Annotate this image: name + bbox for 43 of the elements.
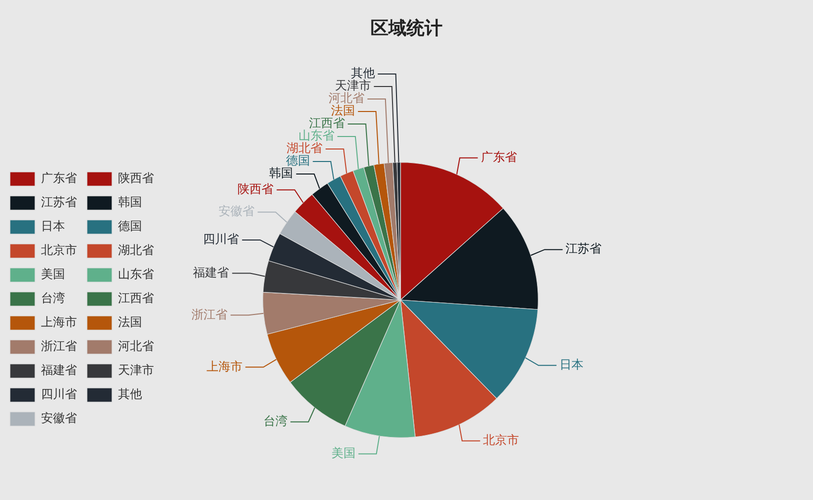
slice-label: 台湾 — [263, 414, 288, 428]
slice-label: 韩国 — [269, 166, 294, 180]
legend-label: 法国 — [118, 315, 142, 330]
legend-label: 江苏省 — [41, 195, 77, 210]
slice-label: 江西省 — [308, 116, 345, 130]
slice-label: 安徽省 — [218, 204, 255, 218]
slice-label: 德国 — [286, 154, 310, 168]
legend-label: 北京市 — [41, 243, 77, 258]
slice-label: 法国 — [330, 104, 355, 118]
slice-label: 北京市 — [483, 433, 520, 448]
legend-label: 美国 — [41, 267, 65, 282]
slice-label: 天津市 — [334, 78, 371, 93]
chart-title: 区域统计 — [370, 17, 442, 40]
slice-label: 广东省 — [480, 150, 517, 164]
legend-label: 德国 — [118, 219, 142, 234]
legend-label: 台湾 — [41, 291, 65, 306]
slice-label: 湖北省 — [286, 141, 323, 156]
legend-label: 福建省 — [41, 363, 77, 378]
legend-label: 山东省 — [118, 267, 154, 282]
legend-label: 日本 — [41, 219, 65, 234]
legend-label: 天津市 — [118, 363, 154, 378]
legend-label: 上海市 — [41, 315, 77, 330]
slice-label: 山东省 — [298, 128, 334, 143]
legend-label: 四川省 — [41, 387, 77, 402]
legend-label: 其他 — [118, 387, 142, 402]
slice-label: 陕西省 — [238, 182, 274, 196]
slice-label: 其他 — [350, 66, 375, 80]
slice-label: 上海市 — [206, 359, 242, 374]
slice-label: 浙江省 — [192, 307, 228, 322]
slice-label: 河北省 — [328, 91, 364, 106]
legend-label: 韩国 — [118, 195, 142, 210]
legend-label: 江西省 — [118, 291, 154, 306]
slice-label: 四川省 — [203, 232, 240, 246]
legend-label: 广东省 — [41, 171, 77, 186]
legend-label: 浙江省 — [41, 339, 77, 354]
legend-label: 陕西省 — [118, 171, 154, 186]
slice-label: 福建省 — [193, 265, 230, 280]
legend-label: 河北省 — [118, 339, 154, 354]
legend-label: 安徽省 — [41, 411, 77, 426]
slice-label: 江苏省 — [566, 242, 602, 256]
slice-label: 日本 — [559, 358, 584, 372]
slice-label: 美国 — [331, 446, 356, 460]
legend-label: 湖北省 — [118, 243, 154, 258]
